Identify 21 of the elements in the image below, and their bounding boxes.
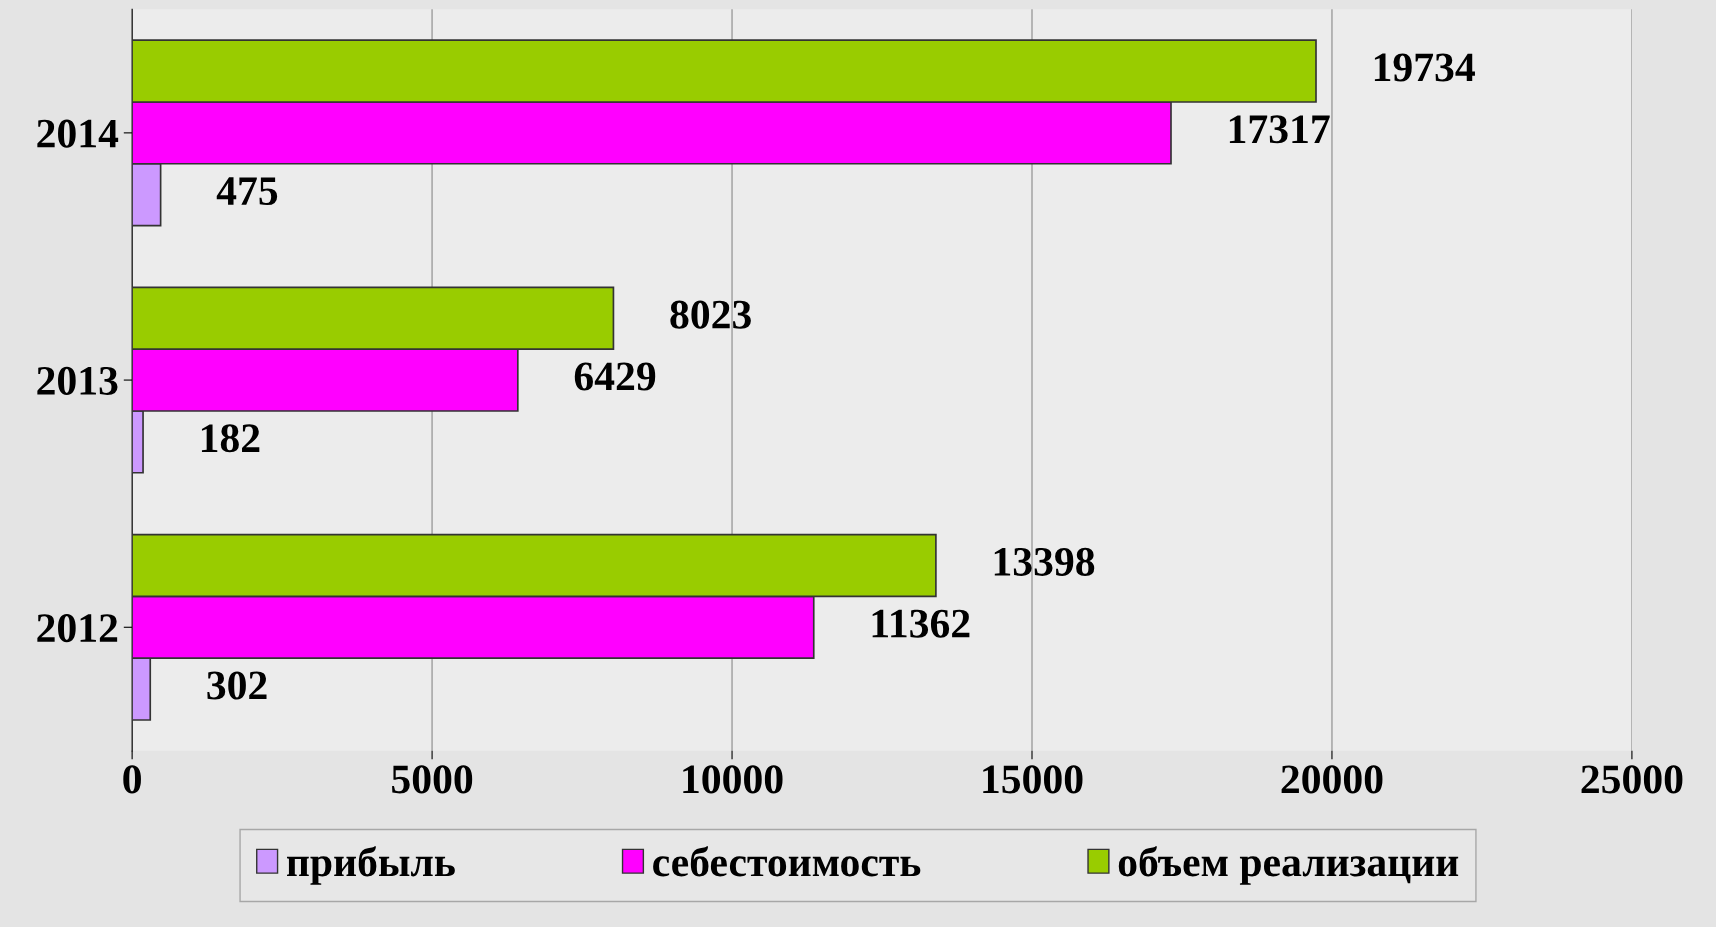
x-tick-label: 10000 bbox=[683, 765, 783, 794]
legend-label: объем реализации bbox=[1118, 846, 1459, 885]
data-label: 475 bbox=[216, 177, 278, 206]
data-label: 17317 bbox=[1229, 115, 1330, 144]
y-tick-label: 2012 bbox=[37, 614, 118, 643]
data-label: 19734 bbox=[1374, 53, 1475, 82]
x-tick-label: 25000 bbox=[1581, 765, 1683, 794]
legend-label: себестоимость bbox=[653, 846, 921, 877]
x-tick-label: 5000 bbox=[392, 765, 473, 794]
data-label: 11362 bbox=[872, 609, 970, 638]
data-label: 6429 bbox=[574, 362, 656, 391]
data-label: 182 bbox=[201, 424, 260, 453]
x-tick-label: 15000 bbox=[983, 765, 1083, 794]
x-tick-label: 20000 bbox=[1281, 765, 1383, 794]
data-label: 13398 bbox=[994, 547, 1095, 576]
data-label: 8023 bbox=[670, 300, 751, 329]
y-tick-label: 2013 bbox=[37, 366, 118, 395]
x-tick-label: 0 bbox=[123, 765, 141, 794]
y-tick-label: 2014 bbox=[37, 119, 119, 148]
legend-label: прибыль bbox=[287, 846, 455, 885]
data-label: 302 bbox=[207, 671, 267, 700]
